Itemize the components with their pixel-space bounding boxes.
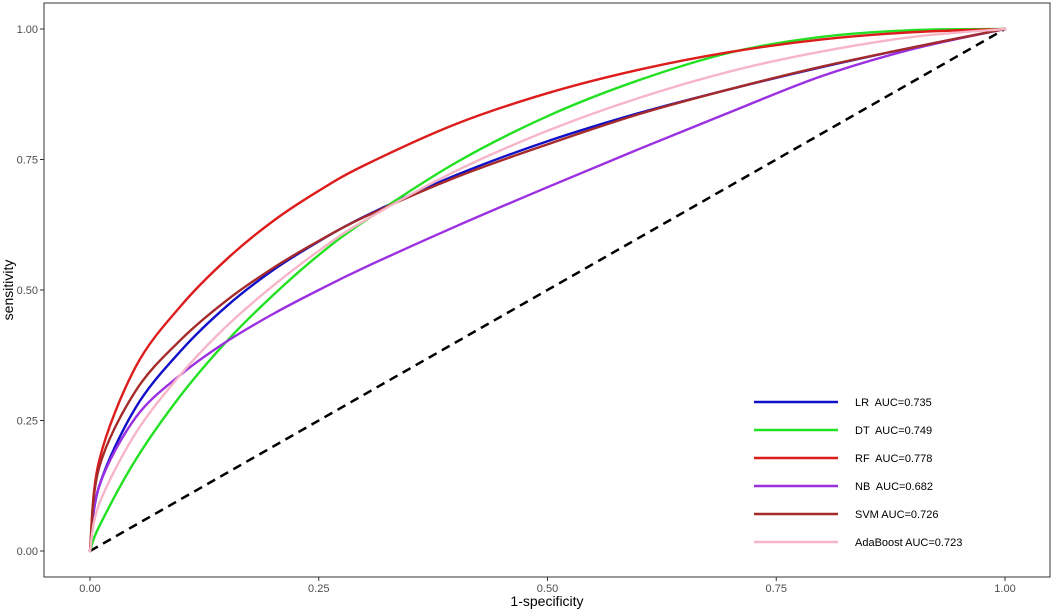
x-tick-label: 0.75 [766, 583, 787, 595]
legend-label-0: LR AUC=0.735 [855, 397, 932, 409]
series-line-5 [88, 27, 1007, 553]
y-tick-label: 0.00 [17, 546, 38, 558]
legend: LR AUC=0.735 DT AUC=0.749 RF AUC=0.778 NB A… [754, 397, 962, 549]
series-line-1 [88, 27, 1007, 553]
legend-label-2: RF AUC=0.778 [855, 453, 932, 465]
y-tick-label: 1.00 [17, 24, 38, 36]
series-line-2 [88, 27, 1007, 553]
legend-label-4: SVM AUC=0.726 [855, 509, 938, 521]
y-tick-label: 0.50 [17, 285, 38, 297]
series-lines [88, 27, 1007, 553]
y-tick-label: 0.25 [17, 416, 38, 428]
legend-label-3: NB AUC=0.682 [855, 481, 933, 493]
y-tick-label: 0.75 [17, 155, 38, 167]
axis-ticks: 0.00 0.25 0.50 0.75 1.00 0.00 0.25 0.50 0.75 1.00 [17, 24, 1016, 595]
reference-diagonal [89, 27, 1006, 553]
reference-line [89, 27, 1006, 553]
legend-label-5: AdaBoost AUC=0.723 [855, 537, 962, 549]
legend-label-1: DT AUC=0.749 [855, 425, 932, 437]
series-line-3 [88, 27, 1007, 553]
x-tick-label: 0.50 [537, 583, 558, 595]
x-tick-label: 0.00 [79, 583, 100, 595]
x-tick-label: 1.00 [994, 583, 1015, 595]
y-axis-title: sensitivity [0, 260, 16, 321]
x-tick-label: 0.25 [308, 583, 329, 595]
x-axis-title: 1-specificity [510, 593, 583, 609]
